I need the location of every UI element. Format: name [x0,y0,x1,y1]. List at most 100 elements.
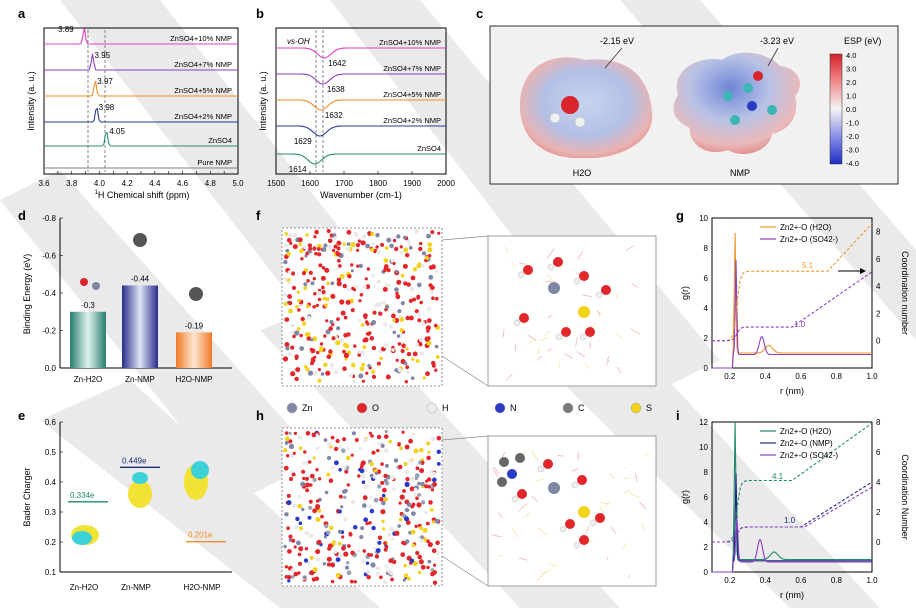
md-atom [404,507,410,513]
panel-i: g(r) Coordination Number r (nm) 0.2 0.4 0.… [680,418,910,600]
panel-d-category: Zn-NMP [125,375,155,384]
md-atom [367,364,371,368]
solvation-shell-h-atoms [491,450,650,582]
md-atom [375,233,380,238]
md-atom [413,492,418,497]
md-atom [362,495,368,501]
rdf-xtick: 0.6 [795,576,807,585]
md-atom [360,460,366,466]
md-atom [325,329,331,335]
md-atom [351,362,356,368]
md-atom [284,342,290,347]
md-atom [337,541,342,546]
md-atom [376,249,381,255]
rdf-annotation: 5.1 [802,261,814,270]
md-atom [284,440,289,445]
md-atom [321,266,326,270]
md-atom [429,508,434,512]
md-atom [350,499,356,505]
zoom-line-h-top [441,435,489,441]
md-atom [318,263,323,268]
solvent-stick [610,526,616,534]
md-atom [317,247,321,251]
md-atom [399,446,403,451]
md-atom [411,502,416,507]
md-atom [435,550,440,556]
panel-d-ytick: 0.0 [45,364,57,373]
panel-e-value-label: 0.201e [188,531,213,540]
md-atom [341,535,345,539]
md-atom [382,527,386,531]
panel-g-y2label: Coordination number [900,251,910,335]
md-atom [304,530,309,536]
md-atom [426,441,431,446]
md-atom [338,494,343,499]
md-atom [303,365,308,369]
rdf-y2tick: 8 [876,418,881,427]
md-atom [405,365,410,370]
md-atom [411,357,415,361]
panel-g-arrow-head [860,268,866,274]
solvent-stick [546,274,556,283]
rdf-ytick: 8 [704,244,709,253]
panel-a-xtick: 4.6 [177,179,189,188]
md-atom [400,552,406,557]
zn-atom-icon [92,282,100,290]
md-atom [425,371,430,377]
panel-a-ylabel: Intensity (a. u.) [26,71,36,131]
oxygen-atom [519,313,529,323]
md-atom [391,313,396,319]
md-atom [316,350,320,355]
md-atom [295,367,301,373]
panel-d-ytick: -0.8 [42,214,56,223]
md-atom [389,475,395,481]
panel-e-ytick: 0.2 [45,538,57,547]
md-atom [344,469,349,474]
md-atom [346,483,350,487]
panel-letter-d: d [18,208,26,223]
rdf-legend-label: Zn2+-O (NMP) [780,439,833,448]
md-atom [402,489,406,493]
panel-e-ylabel: Bader Charger [22,467,32,526]
md-atom [375,548,381,553]
md-atom [348,531,352,535]
md-atom [304,547,309,551]
legend-atom-label: N [510,403,517,413]
md-atom [401,430,405,434]
rdf-y2tick: 2 [876,508,881,517]
md-atom [340,310,346,316]
rdf-curve [712,486,873,543]
md-atom [378,311,383,316]
md-atom [405,477,410,482]
solvent-stick [575,336,578,347]
solvent-stick [511,262,516,268]
md-atom [300,257,304,261]
md-atom [294,525,299,530]
panel-b-xtick: 1800 [369,179,387,188]
md-atom [290,345,295,350]
md-atom [331,336,336,341]
md-atom [395,358,399,362]
md-atom [307,370,314,376]
md-atom [366,267,371,271]
md-atom [333,446,339,452]
md-atom [283,243,288,248]
panel-i-curves [712,421,873,573]
md-atom [409,286,415,292]
md-atom [310,358,316,363]
md-atom [309,473,315,479]
colorbar-tick: 0.0 [846,105,856,114]
md-atom [305,431,311,436]
md-atom [434,368,438,372]
oxygen-atom [595,513,605,523]
md-atom [291,538,296,543]
md-atom [309,347,313,352]
md-atom [351,431,356,436]
md-atom [362,234,367,239]
solvent-stick [536,571,546,582]
md-atom [397,524,402,528]
panel-letter-f: f [256,208,261,223]
md-atom [363,285,367,289]
md-atom [417,535,421,540]
md-atom [406,351,412,357]
